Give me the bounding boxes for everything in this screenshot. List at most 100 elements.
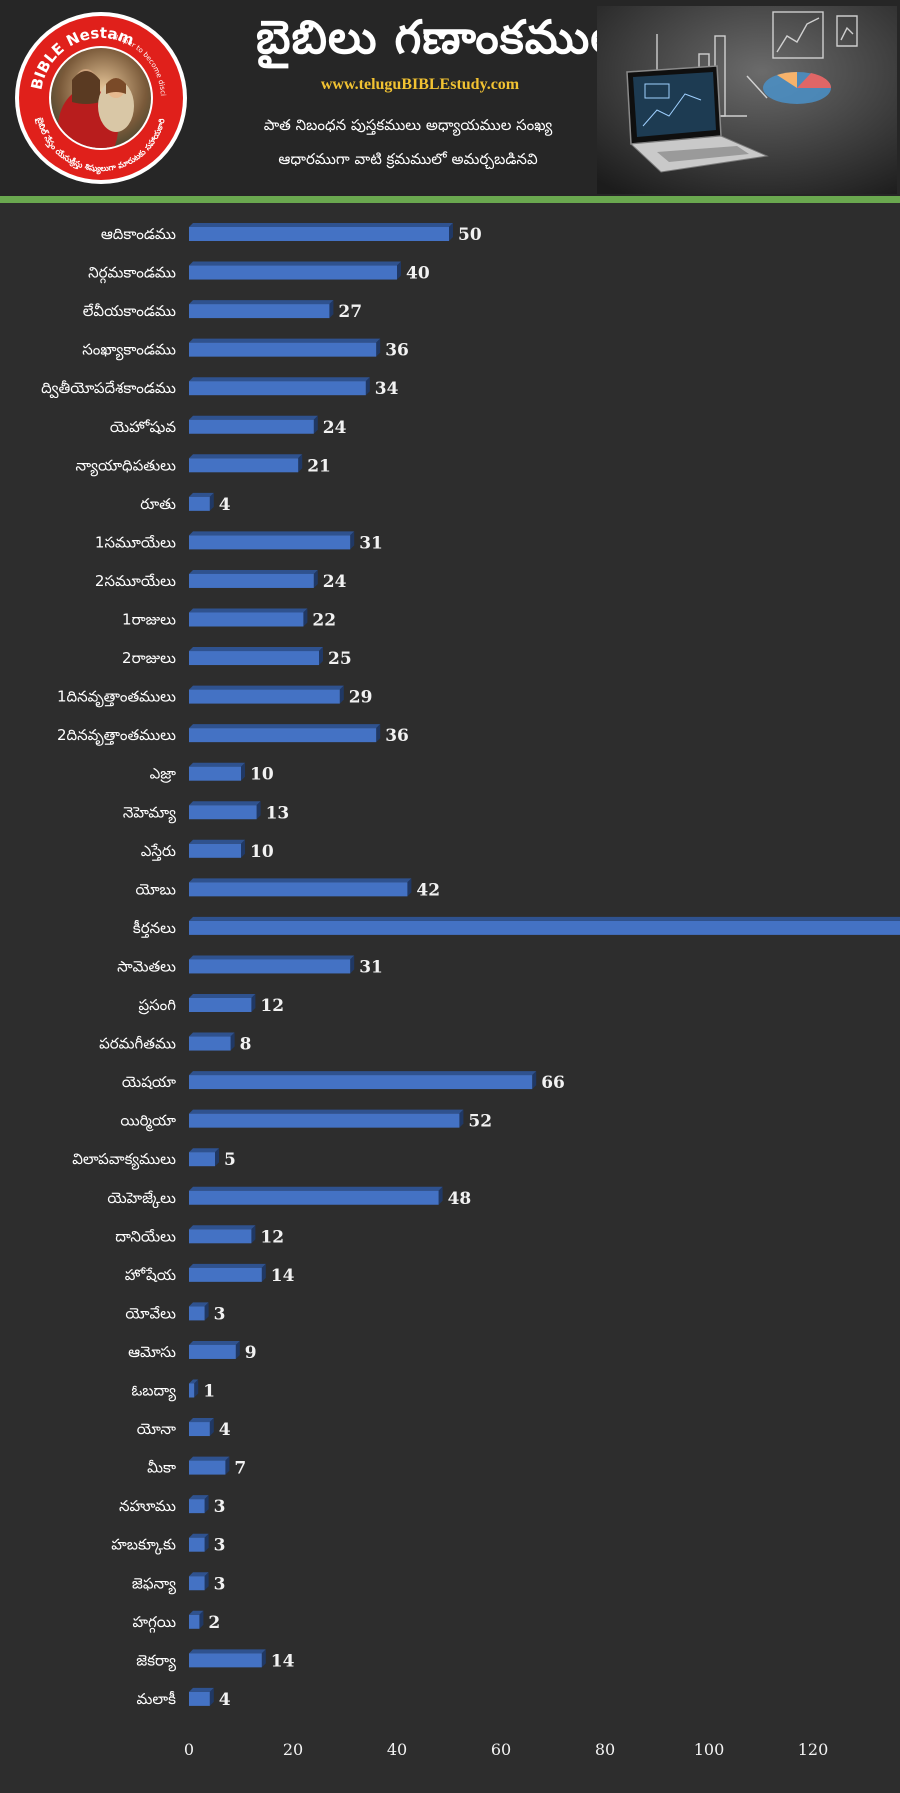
bar-group: సంఖ్యాకాండము 36 xyxy=(82,338,409,361)
category-label: హగ్గయి xyxy=(132,1613,176,1633)
bar-side xyxy=(241,839,245,858)
bar-top xyxy=(189,955,355,960)
category-label: సంఖ్యాకాండము xyxy=(82,341,176,361)
bar xyxy=(189,1075,533,1090)
category-label: 2దినవృత్తాంతములు xyxy=(57,726,176,746)
laptop-charts-image xyxy=(597,6,897,194)
logo-picture xyxy=(51,48,151,148)
value-label: 29 xyxy=(349,688,373,708)
category-label: యోబు xyxy=(135,880,176,898)
bar-top xyxy=(189,415,318,420)
website-url: www.teluguBIBLEstudy.com xyxy=(320,76,520,93)
value-label: 4 xyxy=(219,495,231,515)
bar-group: 2సమూయేలు 24 xyxy=(95,569,347,592)
bar-side xyxy=(204,1572,209,1591)
bar-group: యోబు 42 xyxy=(135,878,440,900)
category-label: కీర్తనలు xyxy=(133,919,176,938)
bar xyxy=(189,535,351,550)
value-label: 12 xyxy=(260,1227,284,1247)
category-label: ఎస్తేరు xyxy=(141,842,176,861)
bar-group: లేవీయకాండము 27 xyxy=(83,300,362,322)
bar-side xyxy=(313,415,318,434)
bar xyxy=(189,419,314,434)
value-label: 36 xyxy=(385,726,409,746)
bar-group: ఎజ్రా 10 xyxy=(150,762,274,785)
category-label: రూతు xyxy=(140,495,176,513)
bar-side xyxy=(204,1495,209,1514)
bar-top xyxy=(189,1340,240,1345)
bar-side xyxy=(319,647,323,666)
bar-top xyxy=(189,1533,209,1538)
bar-group: ద్వితీయోపదేశకాండము 34 xyxy=(41,377,399,399)
bar-group: యోనా 4 xyxy=(137,1418,231,1440)
subtitle-line-2: ఆధారముగా వాటి క్రమములో అమర్చబడినవి xyxy=(278,150,538,168)
category-label: ఓబద్యా xyxy=(131,1382,176,1402)
bar-group: విలాపవాక్యములు 5 xyxy=(72,1148,236,1170)
value-label: 66 xyxy=(541,1073,565,1093)
bar-top xyxy=(189,1418,214,1423)
value-label: 27 xyxy=(338,302,362,322)
category-label: ప్రసంగి xyxy=(138,996,176,1015)
bar-group: ప్రసంగి 12 xyxy=(138,994,284,1016)
x-tick-label: 60 xyxy=(491,1740,511,1759)
bar-group: హగ్గయి 2 xyxy=(132,1610,220,1633)
category-label: ఎజ్రా xyxy=(150,765,177,784)
bar-side xyxy=(235,1340,240,1359)
value-label: 31 xyxy=(359,957,383,977)
bar-side xyxy=(376,724,381,743)
bar-group: న్యాయాధిపతులు 21 xyxy=(75,454,331,476)
bar-group: నహూము 3 xyxy=(119,1495,225,1517)
bar xyxy=(189,227,449,241)
bar-group: జెఫన్యా 3 xyxy=(132,1572,225,1594)
bar-group: 2దినవృత్తాంతములు 36 xyxy=(57,724,409,746)
bar-side xyxy=(449,223,453,241)
bar-group: నిర్గమకాండము 40 xyxy=(88,261,430,284)
bar xyxy=(189,1537,205,1552)
bar xyxy=(189,728,377,743)
bar-group: జెకర్యా 14 xyxy=(136,1649,295,1671)
value-label: 1 xyxy=(203,1382,215,1402)
bar-top xyxy=(189,1032,235,1037)
bar-group: యెషయా 66 xyxy=(122,1071,565,1093)
category-label: విలాపవాక్యములు xyxy=(72,1150,176,1170)
category-label: న్యాయాధిపతులు xyxy=(75,456,176,476)
subtitle-line-1: పాత నిబంధన పుస్తకములు అధ్యాయముల సంఖ్య xyxy=(263,116,553,134)
bar-top xyxy=(189,569,318,574)
bar-group: పరమగీతము 8 xyxy=(99,1032,251,1055)
bar xyxy=(189,612,304,627)
x-tick-label: 0 xyxy=(184,1740,194,1759)
bar xyxy=(189,304,330,319)
bar-group: యిర్మియా 52 xyxy=(120,1109,492,1132)
bar xyxy=(189,381,366,396)
category-label: ఆమోసు xyxy=(128,1343,176,1361)
bar-side xyxy=(459,1109,464,1128)
value-label: 24 xyxy=(323,418,347,438)
bar-side xyxy=(532,1071,537,1090)
bar-group: యోవేలు 3 xyxy=(125,1302,225,1324)
bar-group: 2రాజులు 25 xyxy=(122,647,352,669)
bar xyxy=(189,1190,439,1205)
category-label: సామెతలు xyxy=(117,957,176,975)
bar xyxy=(189,998,252,1012)
category-label: మీకా xyxy=(147,1459,176,1477)
bar xyxy=(189,1036,231,1051)
value-label: 10 xyxy=(250,765,274,785)
bar xyxy=(189,496,210,511)
value-label: 22 xyxy=(312,611,336,631)
bar xyxy=(189,1113,460,1128)
bar-side xyxy=(339,685,344,704)
bar xyxy=(189,1499,205,1514)
bar-group: నెహెమ్యా 13 xyxy=(123,801,289,823)
value-label: 9 xyxy=(245,1343,257,1363)
bar-side xyxy=(209,1687,214,1706)
bar-side xyxy=(329,300,334,319)
value-label: 4 xyxy=(219,1420,231,1440)
bar-side xyxy=(209,492,214,511)
bar-side xyxy=(251,1225,256,1244)
bar-group: యెహోషువ 24 xyxy=(110,415,347,438)
category-label: హోషేయ xyxy=(125,1266,176,1284)
bar xyxy=(189,458,299,473)
category-label: యిర్మియా xyxy=(120,1112,176,1132)
bar-top xyxy=(189,1610,204,1615)
value-label: 3 xyxy=(214,1497,226,1517)
